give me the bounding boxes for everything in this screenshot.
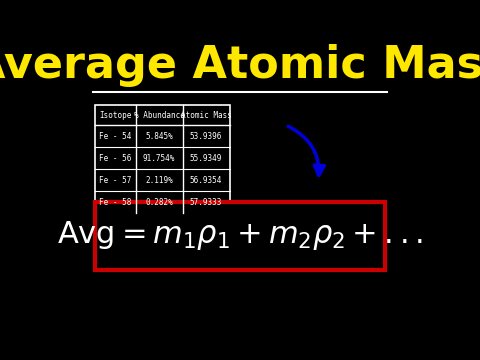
Text: Fe - 56: Fe - 56 [99,153,132,162]
Text: Fe - 57: Fe - 57 [99,176,132,185]
Text: 2.119%: 2.119% [145,176,173,185]
Text: 57.9333: 57.9333 [190,198,222,207]
Text: Average Atomic Mass: Average Atomic Mass [0,44,480,86]
Text: 55.9349: 55.9349 [190,153,222,162]
Text: Atomic Mass: Atomic Mass [180,111,231,120]
Text: 5.845%: 5.845% [145,131,173,140]
Text: Fe - 54: Fe - 54 [99,131,132,140]
FancyBboxPatch shape [95,202,385,270]
Text: 56.9354: 56.9354 [190,176,222,185]
FancyArrowPatch shape [288,126,324,175]
Text: 53.9396: 53.9396 [190,131,222,140]
Text: Fe - 58: Fe - 58 [99,198,132,207]
Bar [95,105,229,213]
Text: % Abundance: % Abundance [133,111,184,120]
Text: $\mathrm{Avg} = m_1\rho_1 + m_2\rho_2 + ...$: $\mathrm{Avg} = m_1\rho_1 + m_2\rho_2 + … [57,220,423,252]
Text: Isotope: Isotope [99,111,132,120]
Text: 0.282%: 0.282% [145,198,173,207]
Text: 91.754%: 91.754% [143,153,175,162]
